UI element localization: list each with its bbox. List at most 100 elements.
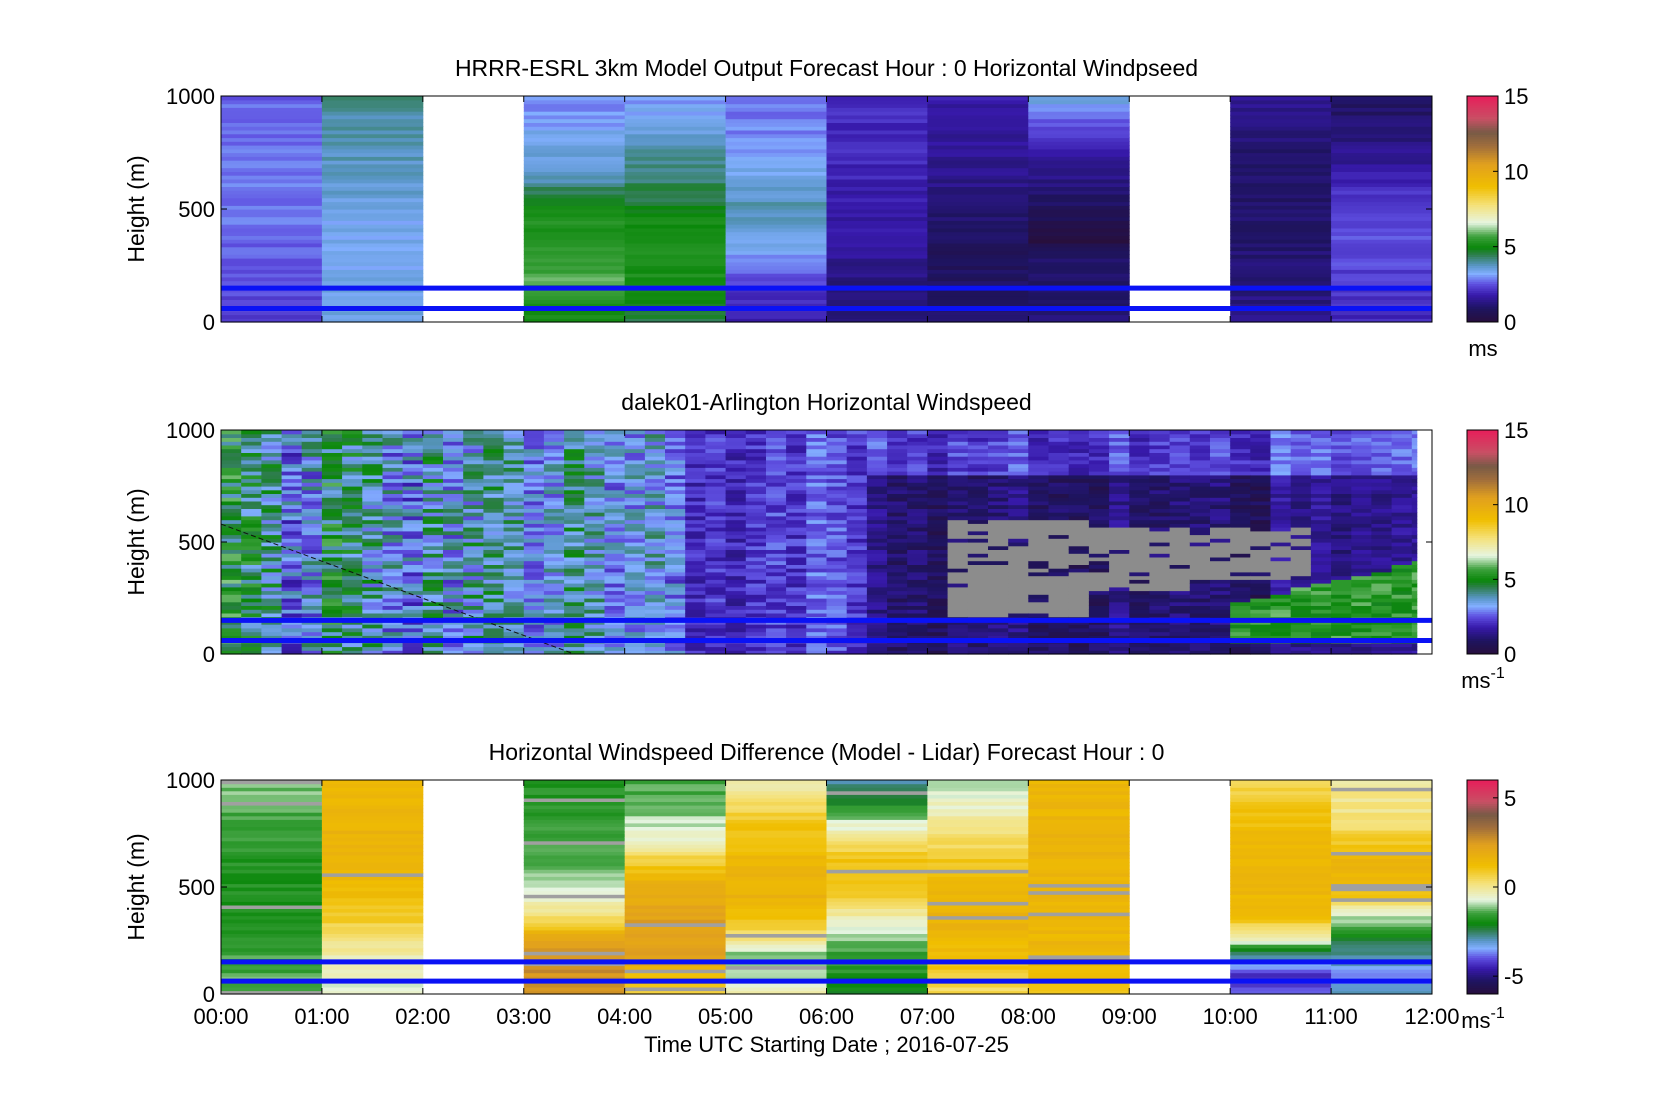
colorbar-swatch <box>1467 281 1498 285</box>
heatmap-cell <box>1068 500 1090 506</box>
heatmap-cell <box>261 500 283 506</box>
heatmap-cell <box>685 497 706 502</box>
heatmap-cell <box>887 527 908 532</box>
heatmap-cell <box>523 250 626 255</box>
heatmap-cell <box>1048 575 1070 580</box>
heatmap-cell <box>1048 650 1070 655</box>
heatmap-cell <box>1270 459 1292 465</box>
heatmap-cell <box>261 631 283 636</box>
heatmap-cell <box>1028 797 1130 802</box>
heatmap-cell <box>766 444 787 450</box>
heatmap-cell <box>1331 276 1433 282</box>
heatmap-cell <box>1250 433 1271 438</box>
heatmap-cell <box>342 471 363 476</box>
heatmap-cell <box>1230 990 1332 995</box>
heatmap-cell <box>584 482 605 487</box>
heatmap-cell <box>362 493 383 498</box>
heatmap-cell <box>1391 601 1413 606</box>
heatmap-cell <box>705 452 727 457</box>
heatmap-cell <box>1189 594 1211 599</box>
heatmap-cell <box>483 560 505 565</box>
heatmap-cell <box>1189 575 1211 580</box>
heatmap-cell <box>1230 250 1332 255</box>
heatmap-cell <box>644 530 666 536</box>
heatmap-cell <box>362 508 383 513</box>
heatmap-cell <box>362 627 383 633</box>
heatmap-cell <box>1129 627 1150 633</box>
heatmap-cell <box>725 612 747 618</box>
heatmap-cell <box>604 631 626 636</box>
colorbar-unit-label: ms <box>1468 336 1497 361</box>
heatmap-cell <box>523 556 545 562</box>
heatmap-cell <box>1028 805 1130 810</box>
heatmap-cell <box>1109 560 1130 565</box>
heatmap-cell <box>725 137 827 142</box>
heatmap-cell <box>1230 148 1332 154</box>
heatmap-cell <box>221 972 323 977</box>
heatmap-cell <box>846 474 868 480</box>
heatmap-cell <box>1230 133 1332 139</box>
heatmap-cell <box>1250 579 1271 584</box>
heatmap-cell <box>463 579 484 584</box>
heatmap-cell <box>665 646 686 651</box>
heatmap-cell <box>826 512 848 517</box>
heatmap-cell <box>624 990 727 995</box>
heatmap-cell <box>483 478 505 483</box>
heatmap-cell <box>927 303 1029 308</box>
heatmap-cell <box>927 542 949 547</box>
heatmap-cell <box>301 456 323 461</box>
heatmap-cell <box>1129 444 1150 450</box>
heatmap-cell <box>705 542 727 547</box>
heatmap-cell <box>342 542 363 547</box>
heatmap-cell <box>907 486 928 491</box>
colorbar-tick-label: 0 <box>1504 642 1516 667</box>
heatmap-cell <box>321 122 424 127</box>
heatmap-cell <box>927 787 1029 792</box>
heatmap-cell <box>665 508 686 513</box>
heatmap-cell <box>644 553 666 558</box>
heatmap-cell <box>604 538 626 543</box>
heatmap-cell <box>301 489 323 494</box>
heatmap-cell <box>806 471 827 476</box>
heatmap-cell <box>1169 601 1191 606</box>
heatmap-cell <box>766 478 787 483</box>
heatmap-cell <box>604 590 626 595</box>
heatmap-cell <box>866 467 888 472</box>
heatmap-cell <box>523 220 626 225</box>
heatmap-cell <box>221 224 323 229</box>
heatmap-cell <box>1250 650 1271 655</box>
colorbar-swatch <box>1467 557 1498 561</box>
heatmap-cell <box>1270 504 1292 509</box>
heatmap-cell <box>806 515 827 521</box>
heatmap-cell <box>1331 598 1352 603</box>
heatmap-cell <box>564 598 585 603</box>
heatmap-cell <box>1028 590 1049 595</box>
heatmap-cell <box>1250 609 1271 614</box>
heatmap-cell <box>927 190 1029 195</box>
heatmap-cell <box>826 844 928 849</box>
heatmap-cell <box>685 515 706 521</box>
heatmap-cell <box>1331 609 1352 614</box>
heatmap-cell <box>321 299 424 304</box>
heatmap-cell <box>1210 478 1231 483</box>
heatmap-cell <box>1149 575 1171 580</box>
heatmap-cell <box>967 456 989 461</box>
heatmap-cell <box>988 635 1009 640</box>
heatmap-cell <box>1230 295 1332 300</box>
heatmap-cell <box>624 627 646 633</box>
heatmap-cell <box>1270 631 1292 636</box>
colorbar-swatch <box>1467 611 1498 615</box>
heatmap-cell <box>321 167 424 172</box>
heatmap-cell <box>1411 493 1418 498</box>
heatmap-cell <box>1371 556 1393 562</box>
heatmap-cell <box>584 471 605 476</box>
heatmap-cell <box>523 265 626 270</box>
heatmap-cell <box>402 523 424 528</box>
heatmap-cell <box>301 486 323 491</box>
heatmap-cell <box>604 493 626 498</box>
heatmap-cell <box>826 493 848 498</box>
heatmap-cell <box>705 575 727 580</box>
heatmap-cell <box>1088 530 1110 536</box>
